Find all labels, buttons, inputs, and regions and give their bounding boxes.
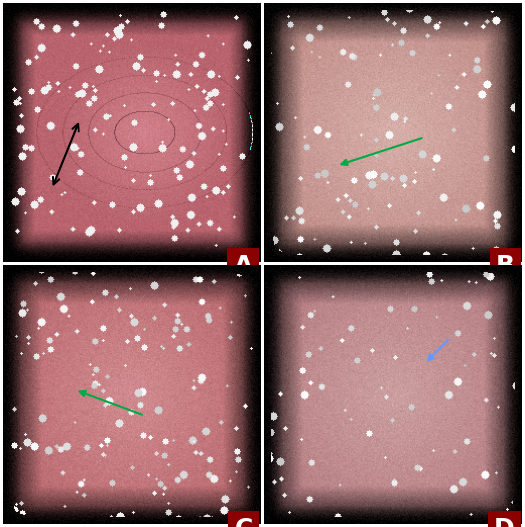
Text: D: D (494, 516, 514, 527)
Text: C: C (235, 516, 253, 527)
Text: A: A (234, 254, 253, 278)
Text: B: B (496, 254, 514, 278)
